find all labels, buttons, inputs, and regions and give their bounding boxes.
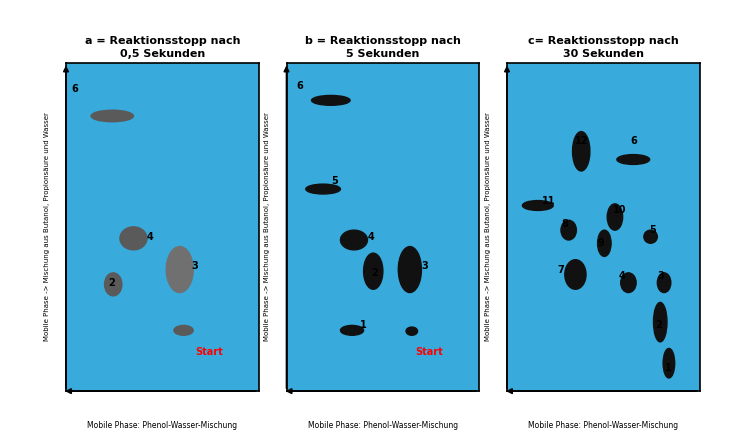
- Ellipse shape: [166, 247, 194, 293]
- Text: 4: 4: [619, 271, 626, 281]
- Ellipse shape: [340, 230, 368, 250]
- Text: Mobile Phase -> Mischung aus Butanol, Propionsäure und Wasser: Mobile Phase -> Mischung aus Butanol, Pr…: [264, 112, 270, 342]
- Ellipse shape: [91, 110, 134, 122]
- Ellipse shape: [663, 348, 675, 378]
- Text: Mobile Phase: Phenol-Wasser-Mischung: Mobile Phase: Phenol-Wasser-Mischung: [308, 421, 458, 430]
- Text: 4: 4: [147, 232, 154, 242]
- Ellipse shape: [644, 230, 657, 243]
- Ellipse shape: [340, 325, 364, 335]
- Ellipse shape: [306, 184, 340, 194]
- Text: 6: 6: [72, 84, 79, 94]
- Ellipse shape: [561, 220, 577, 240]
- Text: 5: 5: [331, 176, 338, 186]
- Text: 9: 9: [598, 238, 604, 248]
- Ellipse shape: [608, 204, 622, 230]
- Ellipse shape: [616, 155, 650, 164]
- Title: b = Reaktionsstopp nach
5 Sekunden: b = Reaktionsstopp nach 5 Sekunden: [305, 36, 460, 59]
- Title: c= Reaktionsstopp nach
30 Sekunden: c= Reaktionsstopp nach 30 Sekunden: [528, 36, 679, 59]
- Title: a = Reaktionsstopp nach
0,5 Sekunden: a = Reaktionsstopp nach 0,5 Sekunden: [85, 36, 240, 59]
- Text: 1: 1: [360, 320, 367, 330]
- Text: 10: 10: [613, 206, 626, 215]
- Text: Start: Start: [195, 347, 223, 357]
- Ellipse shape: [598, 230, 611, 257]
- Ellipse shape: [398, 247, 422, 293]
- Ellipse shape: [653, 303, 667, 342]
- Text: 1: 1: [665, 363, 672, 373]
- Ellipse shape: [657, 273, 670, 292]
- Text: 3: 3: [191, 261, 198, 271]
- Text: 5: 5: [650, 225, 656, 235]
- Ellipse shape: [406, 327, 418, 335]
- Text: 3: 3: [422, 261, 428, 271]
- Text: 3: 3: [657, 271, 664, 281]
- Text: 6: 6: [296, 80, 303, 91]
- Text: Mobile Phase -> Mischung aus Butanol, Propionsäure und Wasser: Mobile Phase -> Mischung aus Butanol, Pr…: [44, 112, 50, 342]
- Text: 6: 6: [630, 136, 637, 147]
- Ellipse shape: [364, 253, 382, 289]
- Ellipse shape: [523, 201, 554, 211]
- Text: 8: 8: [561, 219, 568, 228]
- Text: Start: Start: [416, 347, 443, 357]
- Text: 2: 2: [109, 278, 115, 288]
- Text: Mobile Phase: Phenol-Wasser-Mischung: Mobile Phase: Phenol-Wasser-Mischung: [87, 421, 238, 430]
- Ellipse shape: [565, 260, 586, 289]
- Text: 11: 11: [542, 196, 555, 206]
- Text: 2: 2: [656, 320, 662, 330]
- Text: 12: 12: [574, 136, 588, 147]
- Text: Mobile Phase: Phenol-Wasser-Mischung: Mobile Phase: Phenol-Wasser-Mischung: [528, 421, 679, 430]
- Text: 2: 2: [371, 268, 378, 278]
- Text: 7: 7: [557, 265, 564, 274]
- Ellipse shape: [104, 273, 122, 296]
- Ellipse shape: [572, 131, 590, 171]
- Ellipse shape: [174, 325, 194, 335]
- Ellipse shape: [120, 227, 147, 250]
- Ellipse shape: [621, 273, 636, 292]
- Ellipse shape: [311, 95, 350, 105]
- Text: 4: 4: [368, 232, 374, 242]
- Text: Mobile Phase -> Mischung aus Butanol, Propionsäure und Wasser: Mobile Phase -> Mischung aus Butanol, Pr…: [484, 112, 490, 342]
